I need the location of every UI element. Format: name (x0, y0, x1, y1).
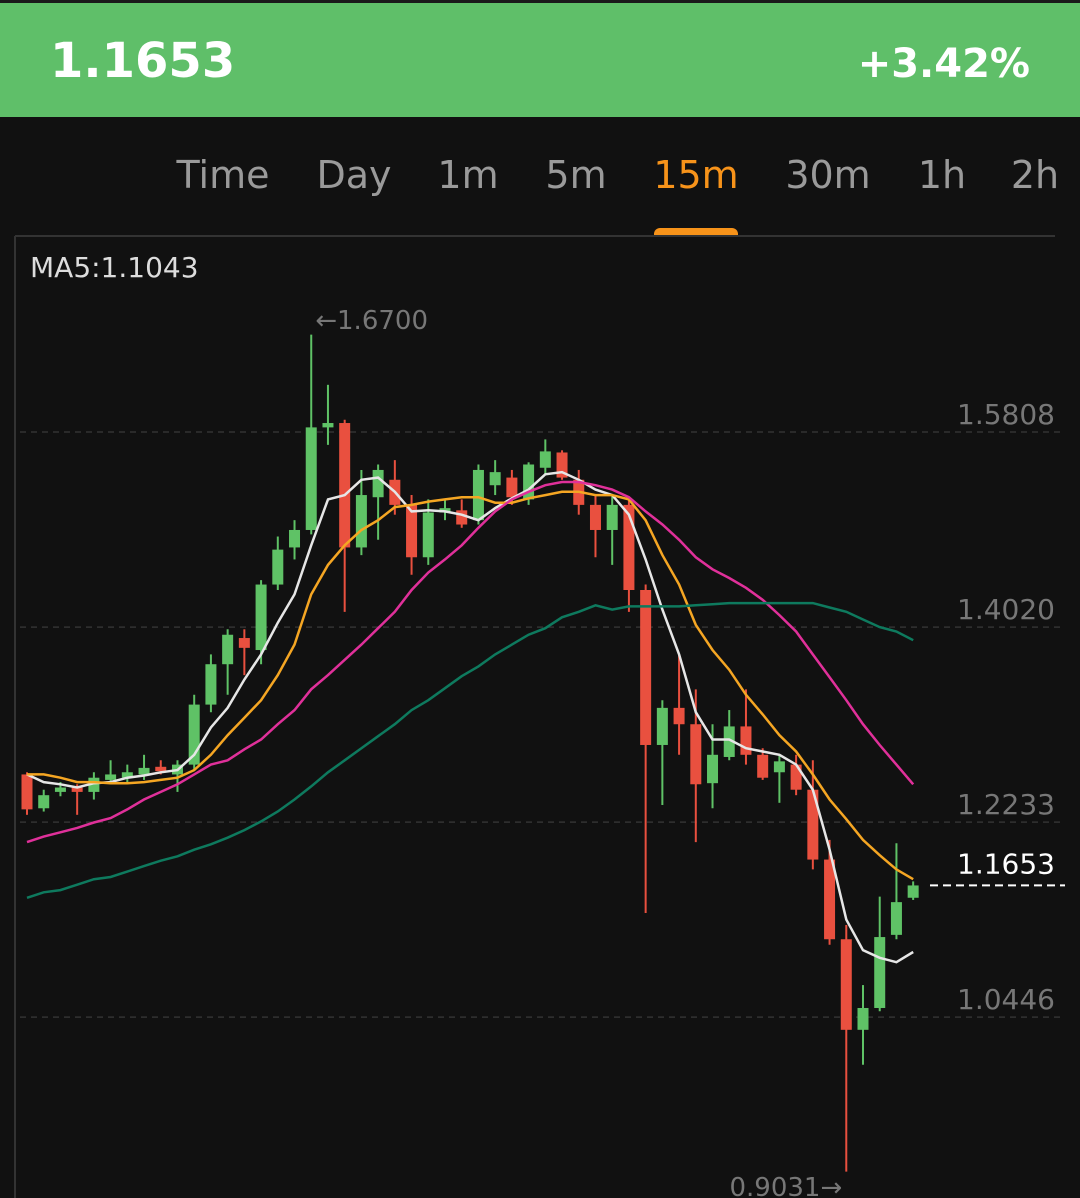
candle-body (422, 512, 434, 558)
candle-body (673, 707, 685, 725)
candle-body (807, 789, 819, 860)
candle-body (523, 464, 535, 500)
candle-body (355, 495, 367, 548)
candle-body (255, 584, 267, 651)
interval-tab[interactable]: Time (176, 153, 270, 197)
candle-body (289, 529, 301, 548)
candle-body (773, 761, 785, 773)
candle-body (121, 772, 133, 778)
last-price: 1.1653 (50, 33, 236, 89)
candle-body (489, 472, 501, 486)
candle-body (322, 423, 334, 428)
candle-body (740, 726, 752, 755)
candle-body (623, 504, 635, 591)
y-tick-label: 1.5808 (957, 398, 1055, 431)
candle-body (824, 859, 836, 940)
last-price-label: 1.1653 (957, 847, 1055, 880)
interval-tab[interactable]: 1m (437, 153, 499, 197)
y-tick-label: 1.4020 (957, 593, 1055, 626)
candle-body (556, 452, 568, 478)
interval-tabs: Time Day 1m 5m 15m 30m 1h 2h (0, 117, 1080, 237)
candle-body (656, 707, 668, 745)
candle-body (589, 504, 601, 530)
candle-body (707, 754, 719, 784)
moving-average-line (27, 490, 914, 881)
interval-tab[interactable]: 1h (917, 153, 967, 197)
candle-body (138, 767, 150, 775)
candle-body (640, 590, 652, 745)
candle-body (690, 724, 702, 785)
candle-body (874, 937, 886, 1008)
moving-average-line (26, 470, 914, 964)
candle-body (907, 885, 919, 898)
y-tick-label: 1.2233 (957, 788, 1055, 821)
y-tick-label: 1.0446 (957, 983, 1055, 1016)
candle-body (305, 427, 317, 530)
candle-body (539, 451, 551, 468)
candle-body (105, 774, 117, 780)
candle-body (606, 504, 618, 530)
max-annotation: ←1.6700 (315, 306, 428, 336)
active-tab-indicator (654, 228, 738, 236)
candle-body (272, 549, 284, 585)
candle-body (857, 1007, 869, 1030)
interval-tab[interactable]: 30m (785, 153, 871, 197)
interval-tab[interactable]: Day (316, 153, 392, 197)
ma-legend: MA5:1.1043 (30, 251, 199, 284)
candle-body (790, 764, 802, 790)
candle-body (406, 504, 418, 558)
interval-tab[interactable]: 15m (653, 153, 739, 197)
candle-body (88, 777, 100, 792)
candle-body (222, 634, 234, 665)
interval-tab[interactable]: 5m (545, 153, 607, 197)
price-change: +3.42% (857, 41, 1030, 87)
candle-body (890, 902, 902, 935)
candle-body (38, 795, 50, 809)
candle-body (71, 787, 83, 792)
moving-average-line (26, 601, 914, 899)
candle-body (372, 469, 384, 498)
candle-body (238, 638, 250, 648)
candle-body (205, 664, 217, 705)
candle-body (723, 726, 735, 757)
price-header: 1.1653 +3.42% (0, 3, 1080, 117)
min-annotation: 0.9031→ (730, 1173, 843, 1198)
interval-tab[interactable]: 2h (1010, 153, 1060, 197)
candle-body (456, 510, 468, 525)
candle-body (506, 477, 518, 498)
candle-body (757, 754, 769, 778)
candle-body (54, 787, 66, 792)
candle-body (472, 469, 484, 521)
candle-body (21, 774, 33, 810)
status-strip (0, 0, 1080, 3)
candle-body (188, 704, 200, 765)
candle-body (339, 423, 351, 548)
candle-body (155, 766, 167, 772)
candle-body (840, 939, 852, 1030)
